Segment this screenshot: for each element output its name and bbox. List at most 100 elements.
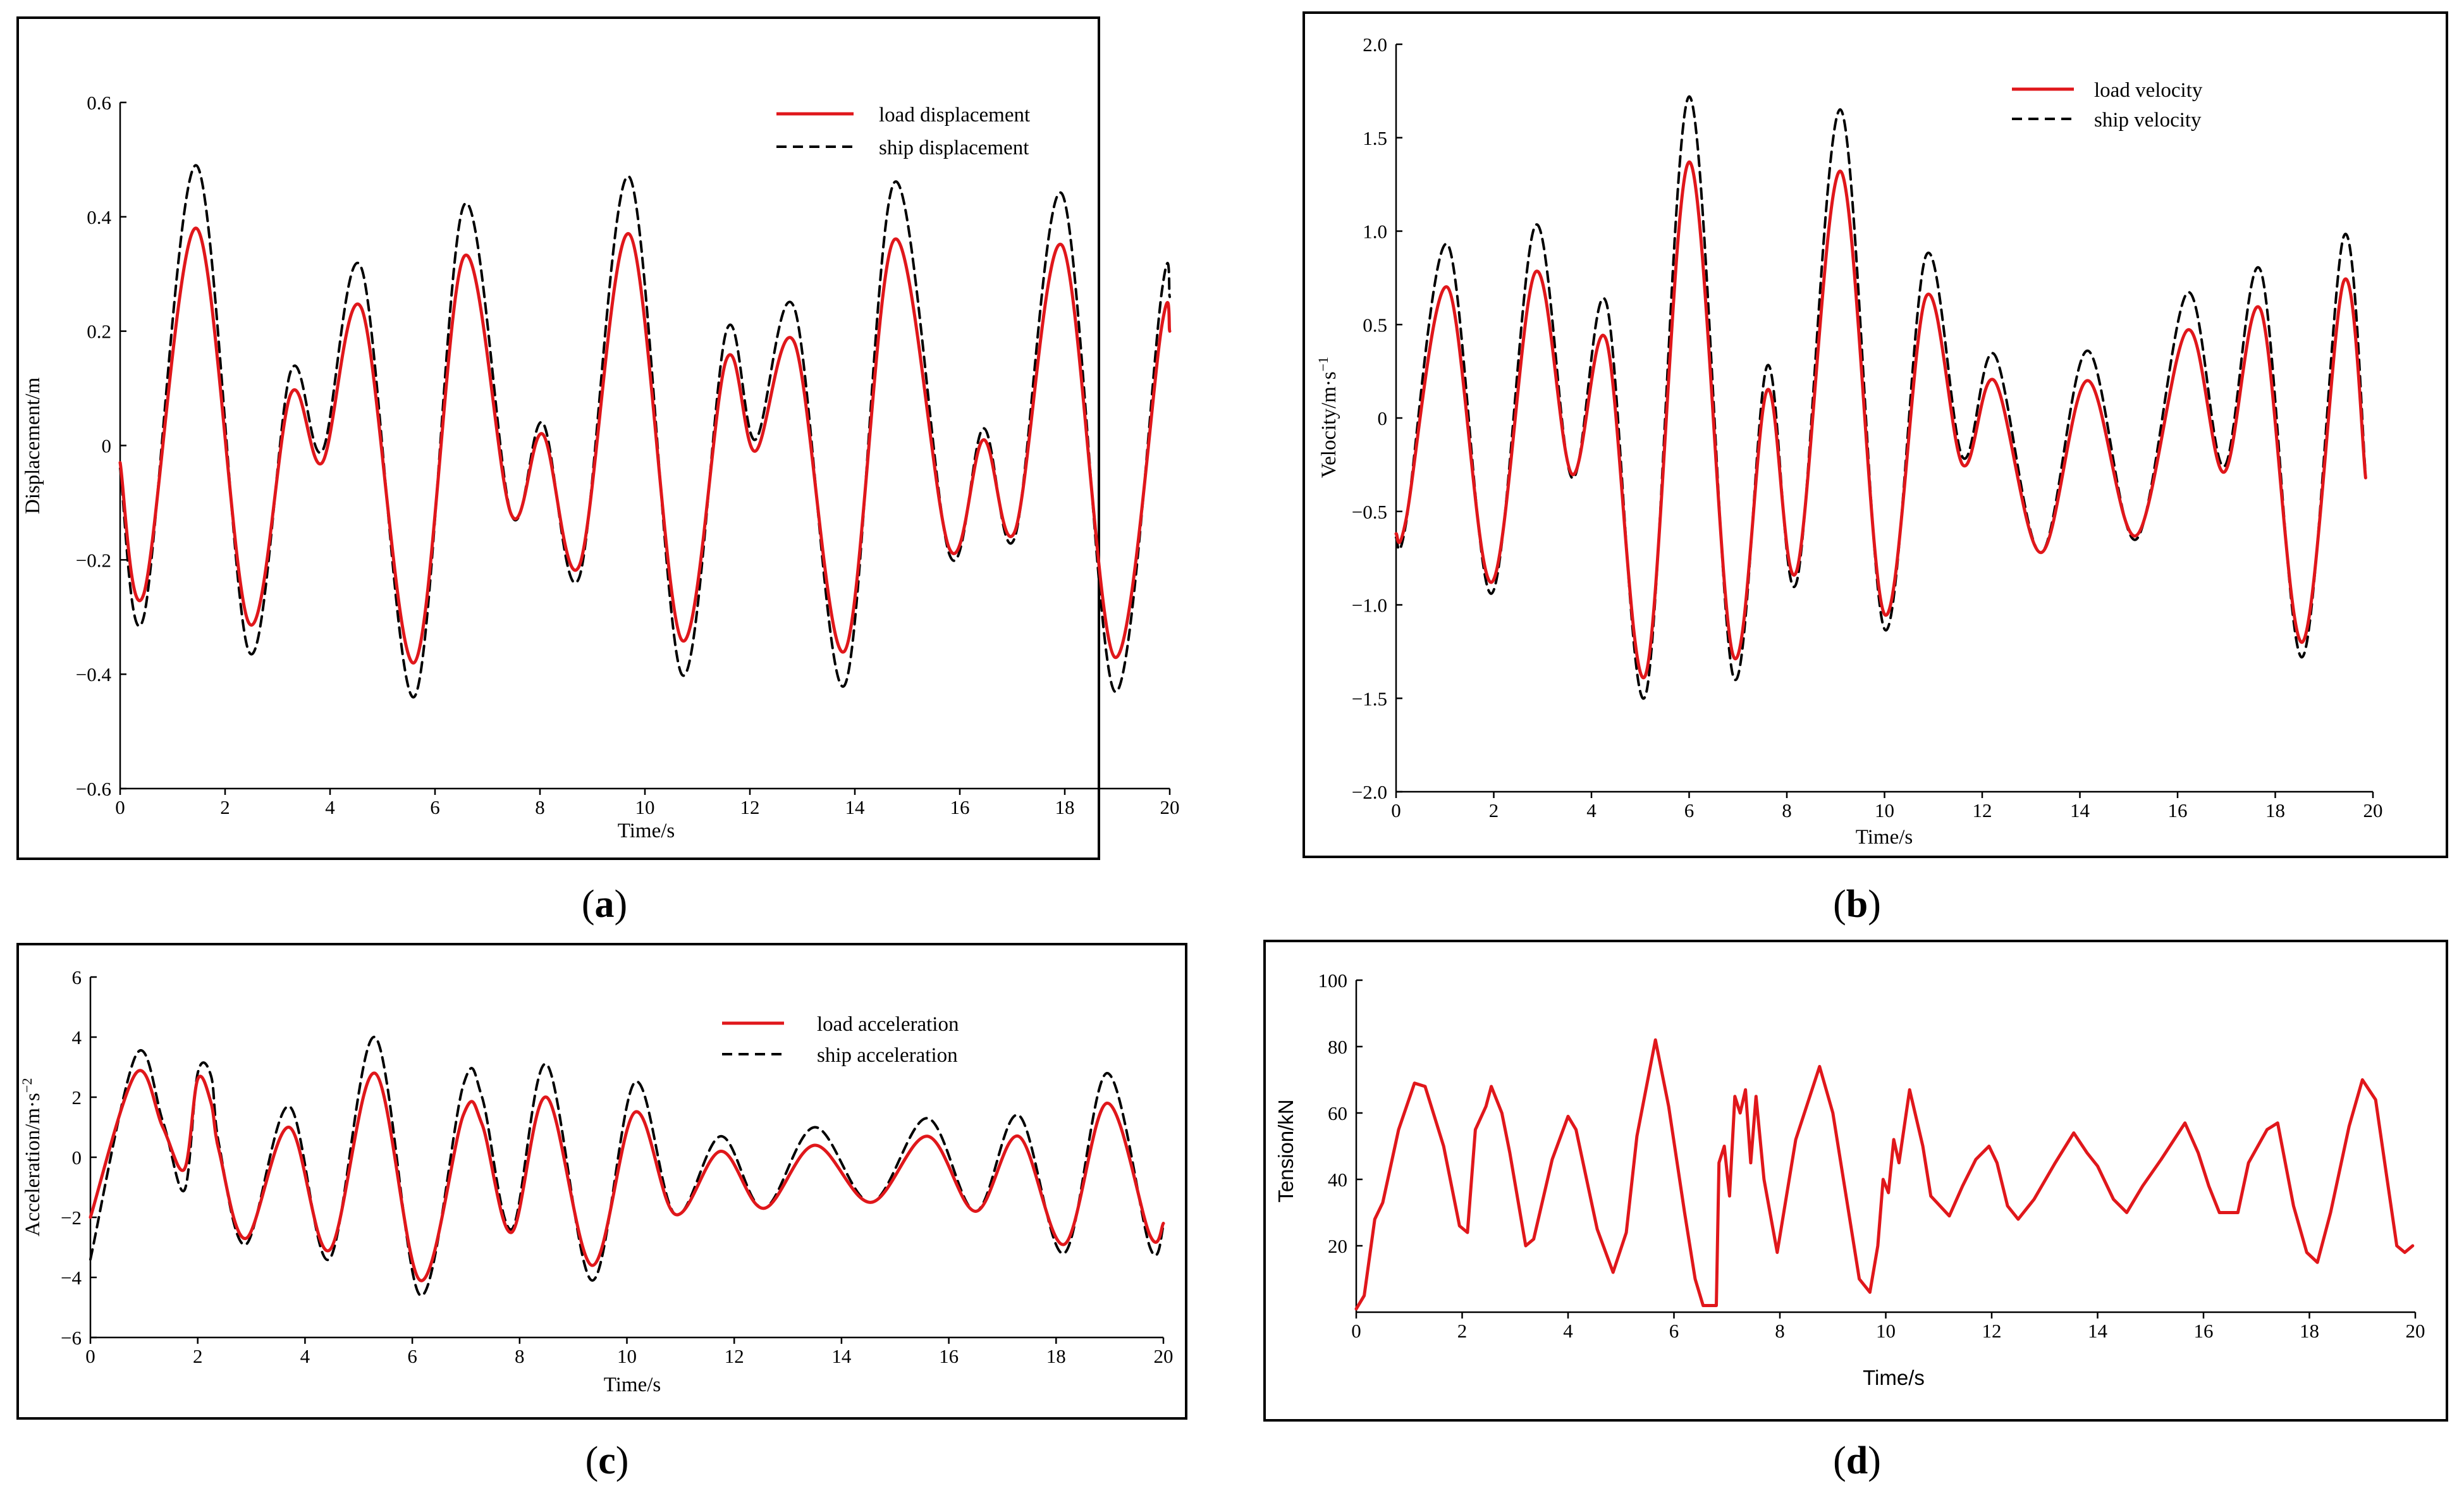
x-tick-label: 6 [1684, 799, 1695, 821]
x-tick-label: 12 [1973, 799, 1992, 821]
x-tick-label: 16 [2168, 799, 2188, 821]
series-line-load-displacement [118, 226, 1172, 665]
x-tick-label: 4 [1563, 1320, 1573, 1342]
x-tick-label: 0 [1351, 1320, 1361, 1342]
panel-b-legend: load velocity ship velocity [2012, 79, 2203, 132]
panel-d-frame [1263, 940, 2448, 1422]
panel-c-frame [16, 943, 1187, 1420]
y-tick-label: −2 [61, 1207, 82, 1229]
y-tick-label: −1.0 [1352, 594, 1387, 617]
x-tick-label: 10 [617, 1345, 637, 1367]
panel-c-caption: (c) [585, 1439, 629, 1482]
y-tick-label: 0 [72, 1147, 82, 1169]
x-tick-label: 14 [2070, 799, 2090, 821]
panel-d-caption: (d) [1833, 1439, 1881, 1482]
x-tick-label: 20 [2406, 1320, 2425, 1342]
x-tick-label: 6 [407, 1345, 417, 1367]
y-tick-label: 100 [1318, 969, 1348, 992]
y-tick-label: 20 [1328, 1235, 1347, 1257]
x-tick-label: 18 [1046, 1345, 1066, 1367]
x-tick-label: 20 [1160, 796, 1180, 818]
y-tick-label: −0.2 [76, 549, 111, 571]
panel-d-ylabel: Tension/kN [1274, 1099, 1297, 1202]
y-tick-label: 0.4 [87, 206, 111, 228]
panel-b-caption: (b) [1833, 883, 1881, 926]
x-tick-label: 18 [2300, 1320, 2319, 1342]
x-tick-label: 16 [950, 796, 970, 818]
panel-a-legend: load displacement ship displacement [776, 104, 1030, 159]
y-tick-label: 6 [72, 966, 82, 988]
panel-c-ylabel: Acceleration/m·s−2 [19, 1078, 45, 1237]
x-tick-label: 10 [1875, 799, 1894, 821]
panel-c-legend: load acceleration ship acceleration [722, 1013, 959, 1067]
x-tick-label: 8 [515, 1345, 525, 1367]
panel-b-plot: 0 2 4 6 8 10 12 14 16 18 20 −2.0 −1.5 −1.0 −0.5 0 0.5 1.0… [1352, 34, 2383, 821]
x-tick-label: 16 [2194, 1320, 2214, 1342]
panel-a-frame [16, 16, 1100, 860]
x-tick-label: 0 [85, 1345, 95, 1367]
y-tick-label: 0 [1378, 407, 1388, 429]
x-tick-label: 14 [2088, 1320, 2108, 1342]
x-tick-label: 20 [2363, 799, 2383, 821]
x-tick-label: 4 [1586, 799, 1597, 821]
x-tick-label: 4 [325, 796, 335, 818]
x-tick-label: 10 [1876, 1320, 1896, 1342]
x-tick-label: 14 [831, 1345, 852, 1367]
panel-a-ylabel: Displacement/m [21, 378, 44, 515]
panel-a-caption: (a) [582, 883, 627, 926]
x-tick-label: 18 [2265, 799, 2285, 821]
legend-label-ship-displacement: ship displacement [879, 137, 1029, 159]
y-tick-label: 60 [1328, 1102, 1347, 1124]
series-line-ship-acceleration [89, 1035, 1165, 1297]
y-tick-label: 0.5 [1363, 314, 1387, 336]
series-line-load-acceleration [89, 1069, 1165, 1282]
panel-a-xlabel: Time/s [618, 820, 675, 842]
series-line-ship-velocity [1395, 95, 2367, 700]
y-tick-label: −2.0 [1352, 781, 1387, 803]
x-tick-label: 12 [740, 796, 760, 818]
y-tick-label: 1.5 [1363, 127, 1387, 149]
x-tick-label: 2 [1457, 1320, 1468, 1342]
y-tick-label: 1.0 [1363, 221, 1387, 243]
panel-d-xlabel: Time/s [1863, 1366, 1925, 1389]
legend-label-load-velocity: load velocity [2094, 79, 2203, 102]
panel-b-xlabel: Time/s [1856, 826, 1913, 849]
x-tick-label: 4 [300, 1345, 310, 1367]
panel-b: 0 2 4 6 8 10 12 14 16 18 20 −2.0 −1.5 −1.0 −0.5 0 0.5 1.0… [1302, 11, 2448, 926]
x-tick-label: 0 [1391, 799, 1401, 821]
series-line-ship-displacement [119, 164, 1171, 699]
y-tick-label: −0.4 [76, 663, 112, 685]
y-tick-label: −0.5 [1352, 501, 1387, 523]
panel-b-ylabel: Velocity/m·s−1 [1315, 357, 1341, 478]
x-tick-label: 2 [220, 796, 230, 818]
y-tick-label: 2.0 [1363, 34, 1387, 56]
x-tick-label: 2 [193, 1345, 203, 1367]
series-line-load-velocity [1394, 160, 2367, 680]
y-tick-label: −6 [61, 1327, 82, 1349]
panel-b-frame [1302, 11, 2448, 858]
x-tick-label: 8 [535, 796, 545, 818]
legend-label-load-displacement: load displacement [879, 104, 1030, 126]
y-tick-label: −1.5 [1352, 687, 1387, 710]
x-tick-label: 16 [939, 1345, 959, 1367]
panel-d-plot: 0 2 4 6 8 10 12 14 16 18 20 20 40 60 80 100 [1318, 969, 2425, 1342]
y-tick-label: 40 [1328, 1169, 1347, 1191]
legend-label-ship-velocity: ship velocity [2094, 109, 2202, 132]
x-tick-label: 0 [115, 796, 125, 818]
panel-c: 0 2 4 6 8 10 12 14 16 18 20 −6 −4 −2 0 2 4 6 Acceleration… [16, 943, 1187, 1482]
x-tick-label: 8 [1782, 799, 1792, 821]
panel-c-plot: 0 2 4 6 8 10 12 14 16 18 20 −6 −4 −2 0 2 4 6 [61, 966, 1173, 1367]
y-tick-label: 2 [72, 1086, 82, 1109]
y-tick-label: 80 [1328, 1036, 1347, 1058]
x-tick-label: 6 [1669, 1320, 1679, 1342]
x-tick-label: 6 [430, 796, 440, 818]
x-tick-label: 14 [845, 796, 866, 818]
x-tick-label: 18 [1055, 796, 1075, 818]
y-tick-label: 0.2 [87, 321, 111, 343]
x-tick-label: 8 [1775, 1320, 1785, 1342]
panel-c-xlabel: Time/s [604, 1374, 661, 1396]
panel-a-plot: 0 2 4 6 8 10 12 14 16 18 20 −0.6 −0.4 −0.2 0 0.2 0.4 0.6 [76, 92, 1180, 818]
y-tick-label: −4 [61, 1267, 82, 1289]
